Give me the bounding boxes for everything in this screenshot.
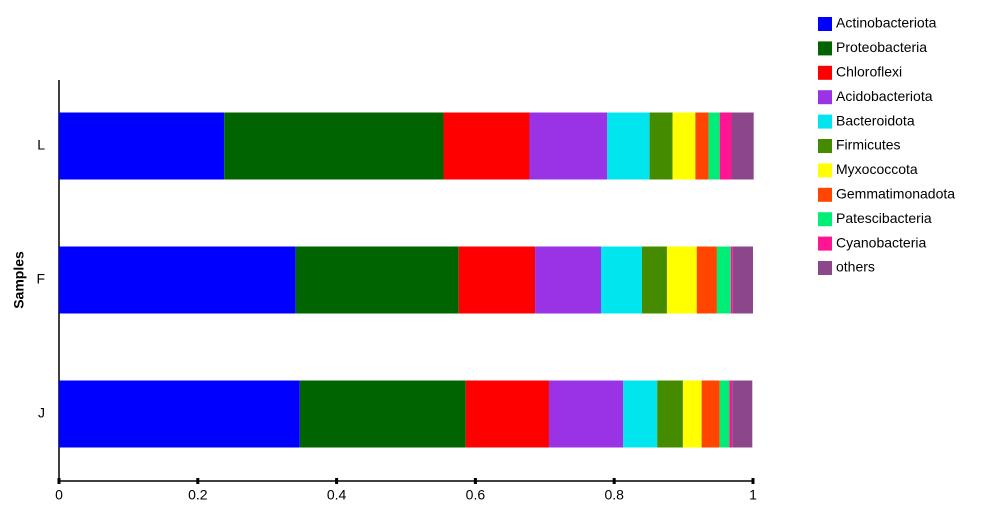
legend-swatch [818,114,832,129]
legend-label: others [836,259,875,275]
bar-segment [672,112,696,180]
bar-segment [666,246,697,314]
bar-segment [682,380,702,448]
legend-swatch [818,212,832,227]
bar-segment [732,246,753,314]
bar-segment [465,380,549,448]
bar-segment [649,112,673,180]
bar-segment [59,380,300,448]
bar-segment [641,246,667,314]
legend-swatch [818,65,832,80]
legend-label: Patescibacteria [836,210,932,226]
bar-segment [59,112,225,180]
bar-segment [719,112,732,180]
bar-segment [719,380,730,448]
bar-segment [716,246,731,314]
bar-segment [730,246,733,314]
legend-swatch [818,139,832,153]
legend-label: Firmicutes [836,137,901,153]
bar-segment [657,380,683,448]
bar-segment [59,246,296,314]
legend-swatch [818,236,832,251]
legend-label: Proteobacteria [836,39,927,55]
bar-segment [607,112,650,180]
bar-segment [529,112,608,180]
bar-segment [295,246,459,314]
legend-label: Gemmatimonadota [836,186,955,202]
y-tick-label: J [38,405,45,421]
bar-segment [443,112,530,180]
bar-segment [701,380,720,448]
y-tick-label: L [37,137,45,153]
x-tick-label: 1 [749,487,757,503]
legend-label: Cyanobacteria [836,234,926,250]
x-tick-label: 0.4 [327,487,347,503]
legend-swatch [818,261,832,275]
bar-segment [696,246,717,314]
x-tick-label: 0.2 [188,487,208,503]
legend-swatch [818,163,832,178]
x-tick-label: 0.6 [466,487,486,503]
legend-swatch [818,187,832,202]
bar-segment [695,112,709,180]
bar-segment [458,246,536,314]
bar-segment [535,246,602,314]
bar-segment [601,246,642,314]
y-tick-label: F [36,271,45,287]
bar-segment [548,380,624,448]
bar-segment [729,380,733,448]
x-tick-label: 0 [55,487,63,503]
legend-label: Chloroflexi [836,64,902,80]
legend-swatch [818,17,832,31]
bar-segment [731,112,754,180]
legend-label: Actinobacteriota [836,15,937,31]
bar-segment [224,112,444,180]
bar-segment [732,380,753,448]
y-axis-label: Samples [11,251,27,309]
legend-label: Bacteroidota [836,112,915,128]
x-tick-label: 0.8 [604,487,624,503]
bar-segment [623,380,658,448]
bar-segment [299,380,466,448]
legend-swatch [818,41,832,56]
legend-label: Myxococcota [836,161,918,177]
legend-label: Acidobacteriota [836,88,933,104]
bar-segment [708,112,720,180]
legend-swatch [818,90,832,105]
